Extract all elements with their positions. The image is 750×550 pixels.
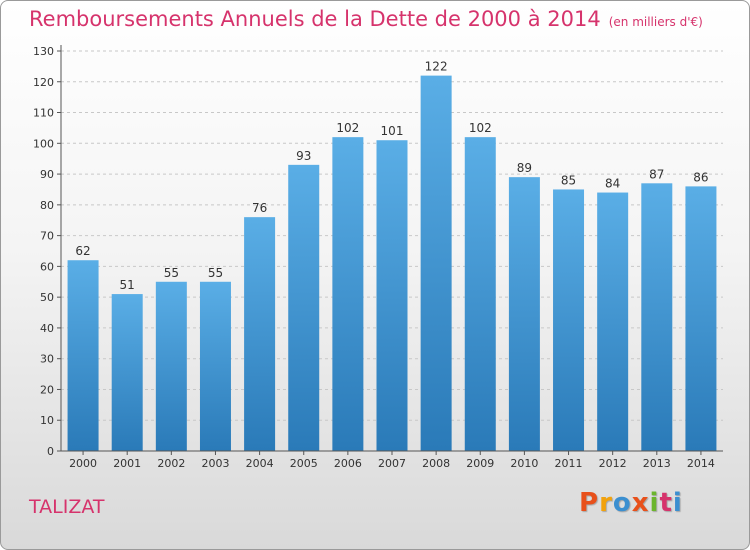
logo-letter: o [612, 488, 632, 518]
bar-2008 [420, 75, 452, 451]
y-tick-label: 30 [40, 353, 54, 366]
data-label: 122 [425, 60, 448, 74]
x-axis-ticks: 2000 2001 2002 2003 2004 2005 2006 2007 2008 2009… [69, 451, 715, 470]
x-tick-label: 2006 [334, 457, 362, 470]
bar-2004 [244, 217, 276, 451]
data-label: 89 [517, 161, 532, 175]
x-tick-label: 2001 [113, 457, 141, 470]
bar-2009 [464, 137, 496, 451]
x-tick-label: 2004 [246, 457, 274, 470]
y-tick-label: 120 [33, 76, 54, 89]
bar-2001 [111, 294, 143, 451]
y-tick-label: 110 [33, 107, 54, 120]
data-label: 102 [336, 121, 359, 135]
data-label: 55 [208, 266, 223, 280]
y-axis-ticks: 0 10 20 30 40 50 60 70 80 90 100 110 120 130 [33, 45, 61, 458]
y-tick-label: 40 [40, 322, 54, 335]
title-text: Remboursements Annuels de la Dette de 20… [29, 7, 601, 31]
y-tick-label: 130 [33, 45, 54, 58]
y-tick-label: 90 [40, 168, 54, 181]
x-tick-label: 2011 [555, 457, 583, 470]
data-label: 84 [605, 177, 620, 191]
data-labels: 62 51 55 55 76 93 102 101 122 102 89 85 84 87 86 [75, 60, 708, 292]
data-label: 93 [296, 149, 311, 163]
data-label: 101 [381, 124, 404, 138]
x-tick-label: 2014 [687, 457, 715, 470]
x-tick-label: 2013 [643, 457, 671, 470]
x-tick-label: 2009 [466, 457, 494, 470]
bar-2006 [332, 137, 364, 451]
place-name: TALIZAT [29, 496, 105, 518]
logo-letter: i [672, 488, 683, 518]
x-tick-label: 2002 [157, 457, 185, 470]
bar-2000 [67, 260, 99, 451]
x-tick-label: 2008 [422, 457, 450, 470]
x-tick-label: 2003 [201, 457, 229, 470]
y-tick-label: 20 [40, 383, 54, 396]
x-tick-label: 2007 [378, 457, 406, 470]
bars [67, 75, 717, 452]
bar-2005 [288, 164, 320, 451]
bar-2007 [376, 140, 408, 451]
unit-label: (en milliers d'€) [608, 15, 703, 29]
bar-2013 [641, 183, 673, 452]
bar-2003 [199, 281, 231, 451]
bar-2014 [685, 186, 717, 451]
x-tick-label: 2012 [599, 457, 627, 470]
data-label: 87 [649, 167, 664, 181]
y-tick-label: 100 [33, 137, 54, 150]
logo-letter: P [579, 488, 600, 518]
bar-2012 [597, 192, 629, 452]
y-tick-label: 50 [40, 291, 54, 304]
logo-letter: t [659, 488, 673, 518]
data-label: 85 [561, 173, 576, 187]
proxiti-logo[interactable]: Proxiti [579, 488, 683, 518]
y-tick-label: 60 [40, 260, 54, 273]
y-tick-label: 0 [47, 445, 54, 458]
data-label: 55 [164, 266, 179, 280]
bar-2010 [508, 177, 540, 451]
logo-letter: r [599, 488, 613, 518]
bar-2011 [553, 189, 585, 451]
logo-letter: x [631, 488, 650, 518]
data-label: 51 [120, 278, 135, 292]
data-label: 76 [252, 201, 267, 215]
bar-2002 [155, 281, 187, 451]
y-tick-label: 10 [40, 414, 54, 427]
x-tick-label: 2000 [69, 457, 97, 470]
chart-title: Remboursements Annuels de la Dette de 20… [29, 7, 703, 31]
logo-letter: i [649, 488, 660, 518]
x-tick-label: 2005 [290, 457, 318, 470]
y-tick-label: 80 [40, 199, 54, 212]
x-tick-label: 2010 [510, 457, 538, 470]
y-tick-label: 70 [40, 230, 54, 243]
data-label: 86 [693, 170, 708, 184]
data-label: 62 [75, 244, 90, 258]
data-label: 102 [469, 121, 492, 135]
